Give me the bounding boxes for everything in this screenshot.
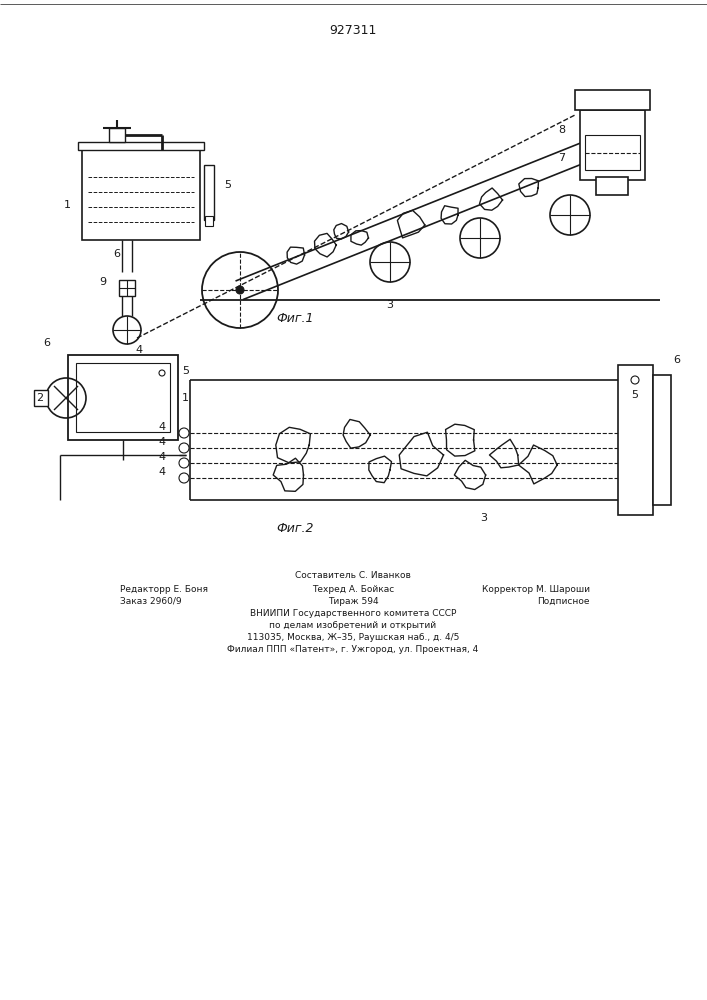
Bar (585, 135, 640, 170)
Text: 4: 4 (158, 422, 165, 432)
Text: Фиг.1: Фиг.1 (276, 312, 314, 324)
Text: Редакторр Е. Боня: Редакторр Е. Боня (120, 584, 208, 593)
Text: 4: 4 (158, 467, 165, 477)
Text: 8: 8 (558, 125, 565, 135)
Bar (76, 363, 170, 432)
Bar (653, 375, 671, 505)
Bar (68, 355, 178, 440)
Text: 6: 6 (114, 249, 120, 259)
Bar (596, 177, 628, 195)
Text: по делам изобретений и открытий: по делам изобретений и открытий (269, 620, 436, 630)
Bar (82, 150, 200, 240)
Text: Филиал ППП «Патент», г. Ужгород, ул. Проектная, 4: Филиал ППП «Патент», г. Ужгород, ул. Про… (228, 645, 479, 654)
Bar (109, 128, 125, 142)
Text: 5: 5 (182, 366, 189, 376)
Text: 5: 5 (631, 390, 638, 400)
Bar (119, 280, 135, 296)
Text: Корректор М. Шароши: Корректор М. Шароши (482, 584, 590, 593)
Text: 5: 5 (224, 180, 231, 190)
Bar (205, 216, 213, 226)
Text: Подписное: Подписное (537, 596, 590, 605)
Bar (78, 142, 204, 150)
Text: Тираж 594: Тираж 594 (327, 596, 378, 605)
Text: 4: 4 (135, 345, 142, 355)
Bar (580, 110, 645, 180)
Text: 4: 4 (158, 452, 165, 462)
Text: ВНИИПИ Государственного комитета СССР: ВНИИПИ Государственного комитета СССР (250, 608, 456, 617)
Text: Составитель С. Иванков: Составитель С. Иванков (295, 570, 411, 580)
Text: Техред А. Бойкас: Техред А. Бойкас (312, 584, 394, 593)
Text: 4: 4 (158, 437, 165, 447)
Text: Фиг.2: Фиг.2 (276, 522, 314, 534)
Bar (204, 165, 214, 220)
Text: 6: 6 (673, 355, 680, 365)
Circle shape (236, 286, 244, 294)
Text: 1: 1 (182, 393, 189, 403)
Text: 3: 3 (387, 300, 394, 310)
Bar (34, 390, 48, 406)
Text: 113035, Москва, Ж–35, Раушская наб., д. 4/5: 113035, Москва, Ж–35, Раушская наб., д. … (247, 633, 459, 642)
Bar (575, 90, 650, 110)
Text: 2: 2 (36, 393, 43, 403)
Text: 3: 3 (480, 513, 487, 523)
Text: 927311: 927311 (329, 23, 377, 36)
Text: 7: 7 (558, 153, 565, 163)
Text: 9: 9 (99, 277, 106, 287)
Bar (618, 365, 653, 515)
Text: 6: 6 (43, 338, 50, 348)
Text: Заказ 2960/9: Заказ 2960/9 (120, 596, 182, 605)
Text: 1: 1 (64, 200, 71, 210)
